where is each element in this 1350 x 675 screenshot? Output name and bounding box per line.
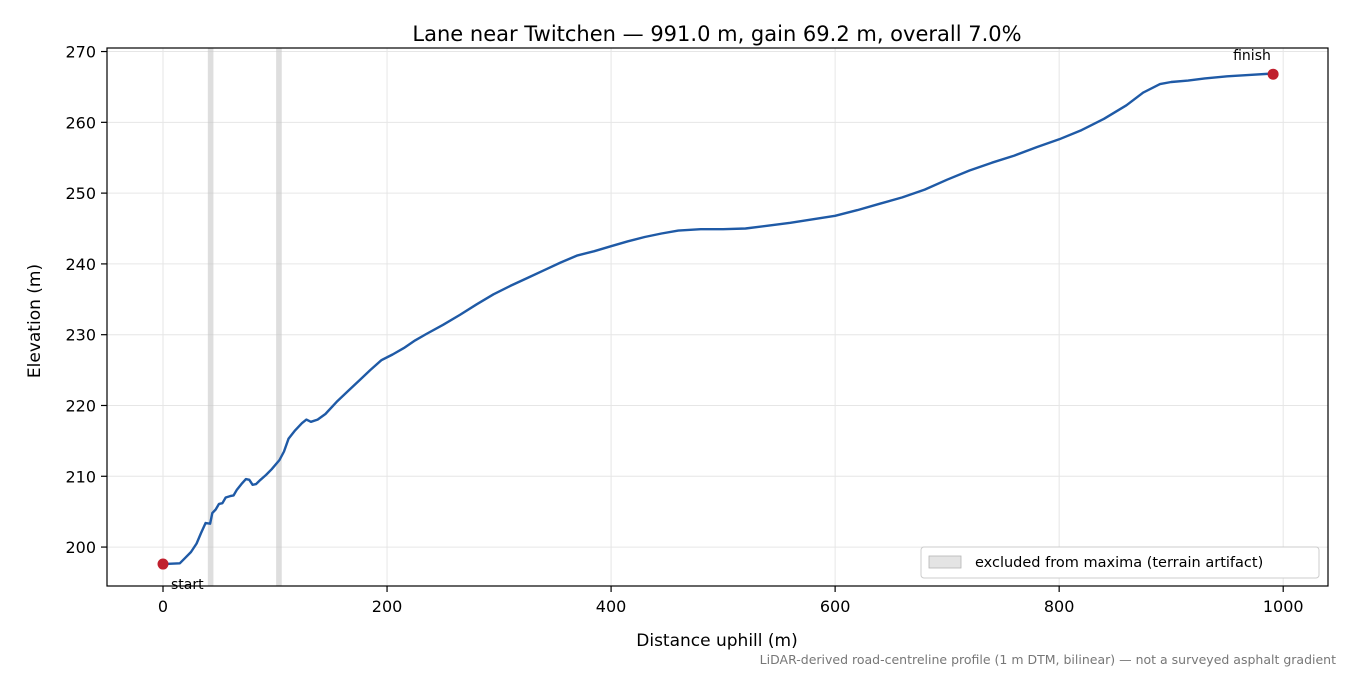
y-tick-label-4: 240 [65,255,96,274]
elevation-line-0 [162,72,1274,566]
x-tick-label-3: 600 [820,597,851,616]
x-tick-label-1: 200 [372,597,403,616]
excluded-band-0 [207,48,214,586]
x-tick-label-4: 800 [1044,597,1075,616]
y-tick-label-3: 230 [65,326,96,345]
legend-label: excluded from maxima (terrain artifact) [975,555,1263,571]
y-tick-label-6: 260 [65,113,96,132]
x-axis: 0 200 400 600 800 1000 [158,586,1304,616]
legend-swatch [928,555,962,569]
x-tick-label-2: 400 [596,597,627,616]
finish-label: finish [1233,48,1271,64]
footnote: LiDAR-derived road-centreline profile (1… [760,652,1336,667]
start-label: start [171,577,204,593]
y-tick-label-2: 220 [65,396,96,415]
plot-frame [106,47,1329,587]
y-tick-label-7: 270 [65,43,96,62]
y-axis: 200 210 220 230 240 250 260 270 [65,43,107,557]
legend-box [920,546,1320,579]
excluded-band-1 [276,48,282,586]
finish-marker [1267,68,1279,80]
x-tick-label-5: 1000 [1263,597,1304,616]
excluded-bands [207,48,282,586]
markers-layer: start finish [157,48,1279,593]
x-tick-label-0: 0 [158,597,168,616]
start-marker [157,558,169,570]
y-tick-label-1: 210 [65,467,96,486]
y-axis-label: Elevation (m) [25,264,45,378]
x-axis-label: Distance uphill (m) [636,631,797,651]
y-tick-label-5: 250 [65,184,96,203]
series-layer [162,72,1274,566]
chart-title: Lane near Twitchen — 991.0 m, gain 69.2 … [412,22,1021,46]
y-tick-label-0: 200 [65,538,96,557]
legend: excluded from maxima (terrain artifact) [920,546,1320,579]
grid [107,48,1328,586]
